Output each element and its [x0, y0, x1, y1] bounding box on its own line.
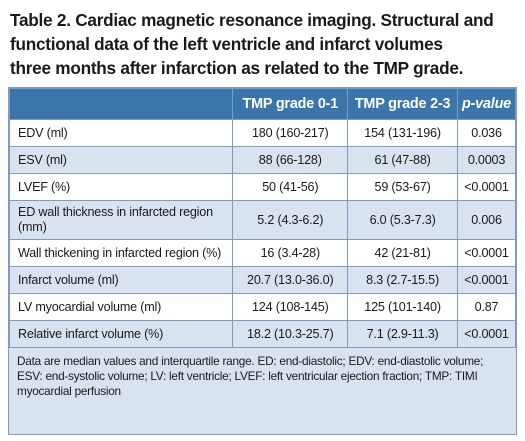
data-table-container: TMP grade 0-1 TMP grade 2-3 p-value EDV … [8, 87, 517, 435]
table-row: ED wall thickness in infarcted region (m… [9, 200, 516, 240]
table-row: EDV (ml) 180 (160-217) 154 (131-196) 0.0… [9, 119, 516, 147]
cell-tmp-2-3: 42 (21-81) [347, 239, 458, 267]
cell-tmp-0-1: 50 (41-56) [232, 173, 349, 201]
table-row: ESV (ml) 88 (66-128) 61 (47-88) 0.0003 [9, 146, 516, 174]
cell-tmp-2-3: 125 (101-140) [347, 293, 458, 321]
cell-tmp-0-1: 5.2 (4.3-6.2) [232, 200, 349, 240]
row-label: EDV (ml) [9, 119, 234, 147]
cell-tmp-0-1: 124 (108-145) [232, 293, 349, 321]
cell-tmp-0-1: 20.7 (13.0-36.0) [232, 266, 349, 294]
header-row: TMP grade 0-1 TMP grade 2-3 p-value [9, 88, 516, 120]
cell-p-value: <0.0001 [457, 266, 516, 294]
table-row: Wall thickening in infarcted region (%) … [9, 239, 516, 267]
cell-p-value: <0.0001 [457, 320, 516, 348]
table-row: LV myocardial volume (ml) 124 (108-145) … [9, 293, 516, 321]
header-cell-p-value: p-value [457, 88, 516, 120]
table-row: Infarct volume (ml) 20.7 (13.0-36.0) 8.3… [9, 266, 516, 294]
header-cell-tmp-0-1: TMP grade 0-1 [232, 88, 349, 120]
row-label: LVEF (%) [9, 173, 234, 201]
data-table: TMP grade 0-1 TMP grade 2-3 p-value EDV … [9, 88, 516, 348]
cell-tmp-2-3: 8.3 (2.7-15.5) [347, 266, 458, 294]
cell-tmp-0-1: 18.2 (10.3-25.7) [232, 320, 349, 348]
cell-p-value: 0.87 [457, 293, 516, 321]
cell-tmp-2-3: 7.1 (2.9-11.3) [347, 320, 458, 348]
table-caption: Table 2. Cardiac magnetic resonance imag… [10, 8, 515, 80]
table-row: LVEF (%) 50 (41-56) 59 (53-67) <0.0001 [9, 173, 516, 201]
cell-tmp-2-3: 61 (47-88) [347, 146, 458, 174]
cell-tmp-2-3: 59 (53-67) [347, 173, 458, 201]
header-cell-tmp-2-3: TMP grade 2-3 [347, 88, 458, 120]
cell-tmp-0-1: 16 (3.4-28) [232, 239, 349, 267]
row-label: ESV (ml) [9, 146, 234, 174]
row-label: LV myocardial volume (ml) [9, 293, 234, 321]
cell-p-value: <0.0001 [457, 173, 516, 201]
cell-p-value: 0.0003 [457, 146, 516, 174]
header-cell-variable [9, 88, 234, 120]
caption-line: Table 2. Cardiac magnetic resonance imag… [10, 10, 494, 30]
cell-tmp-0-1: 180 (160-217) [232, 119, 349, 147]
row-label: Wall thickening in infarcted region (%) [9, 239, 234, 267]
caption-line: three months after infarction as related… [10, 58, 464, 78]
row-label: Infarct volume (ml) [9, 266, 234, 294]
table-row: Relative infarct volume (%) 18.2 (10.3-2… [9, 320, 516, 348]
cell-p-value: 0.036 [457, 119, 516, 147]
row-label: Relative infarct volume (%) [9, 320, 234, 348]
cell-tmp-2-3: 154 (131-196) [347, 119, 458, 147]
cell-tmp-0-1: 88 (66-128) [232, 146, 349, 174]
cell-p-value: <0.0001 [457, 239, 516, 267]
row-label: ED wall thickness in infarcted region (m… [9, 200, 234, 240]
cell-p-value: 0.006 [457, 200, 516, 240]
cell-tmp-2-3: 6.0 (5.3-7.3) [347, 200, 458, 240]
caption-line: functional data of the left ventricle an… [10, 34, 443, 54]
table-footnote: Data are median values and interquartile… [17, 354, 484, 398]
